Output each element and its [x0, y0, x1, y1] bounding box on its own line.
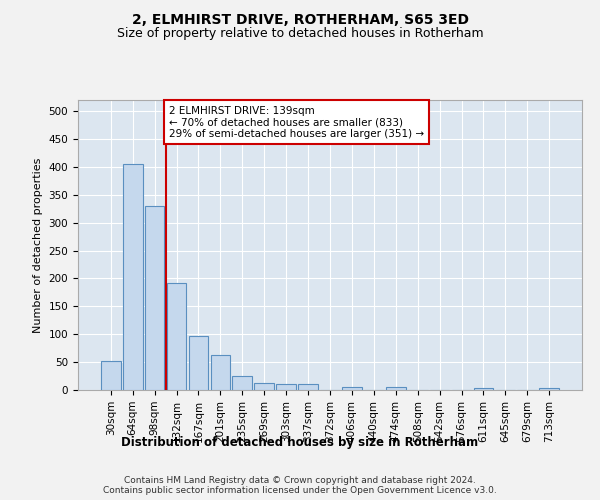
Text: 2 ELMHIRST DRIVE: 139sqm
← 70% of detached houses are smaller (833)
29% of semi-: 2 ELMHIRST DRIVE: 139sqm ← 70% of detach… — [169, 106, 424, 139]
Text: Contains HM Land Registry data © Crown copyright and database right 2024.
Contai: Contains HM Land Registry data © Crown c… — [103, 476, 497, 495]
Bar — [188, 336, 208, 390]
Bar — [276, 384, 296, 390]
Text: Distribution of detached houses by size in Rotherham: Distribution of detached houses by size … — [121, 436, 479, 449]
Bar — [254, 383, 274, 390]
Bar — [386, 387, 406, 390]
Bar — [232, 376, 252, 390]
Bar — [167, 283, 187, 390]
Text: Size of property relative to detached houses in Rotherham: Size of property relative to detached ho… — [116, 28, 484, 40]
Y-axis label: Number of detached properties: Number of detached properties — [33, 158, 43, 332]
Bar — [342, 386, 362, 390]
Bar — [123, 164, 143, 390]
Bar — [539, 388, 559, 390]
Bar — [473, 388, 493, 390]
Bar — [298, 384, 318, 390]
Bar — [145, 206, 164, 390]
Bar — [101, 361, 121, 390]
Bar — [211, 355, 230, 390]
Text: 2, ELMHIRST DRIVE, ROTHERHAM, S65 3ED: 2, ELMHIRST DRIVE, ROTHERHAM, S65 3ED — [131, 12, 469, 26]
